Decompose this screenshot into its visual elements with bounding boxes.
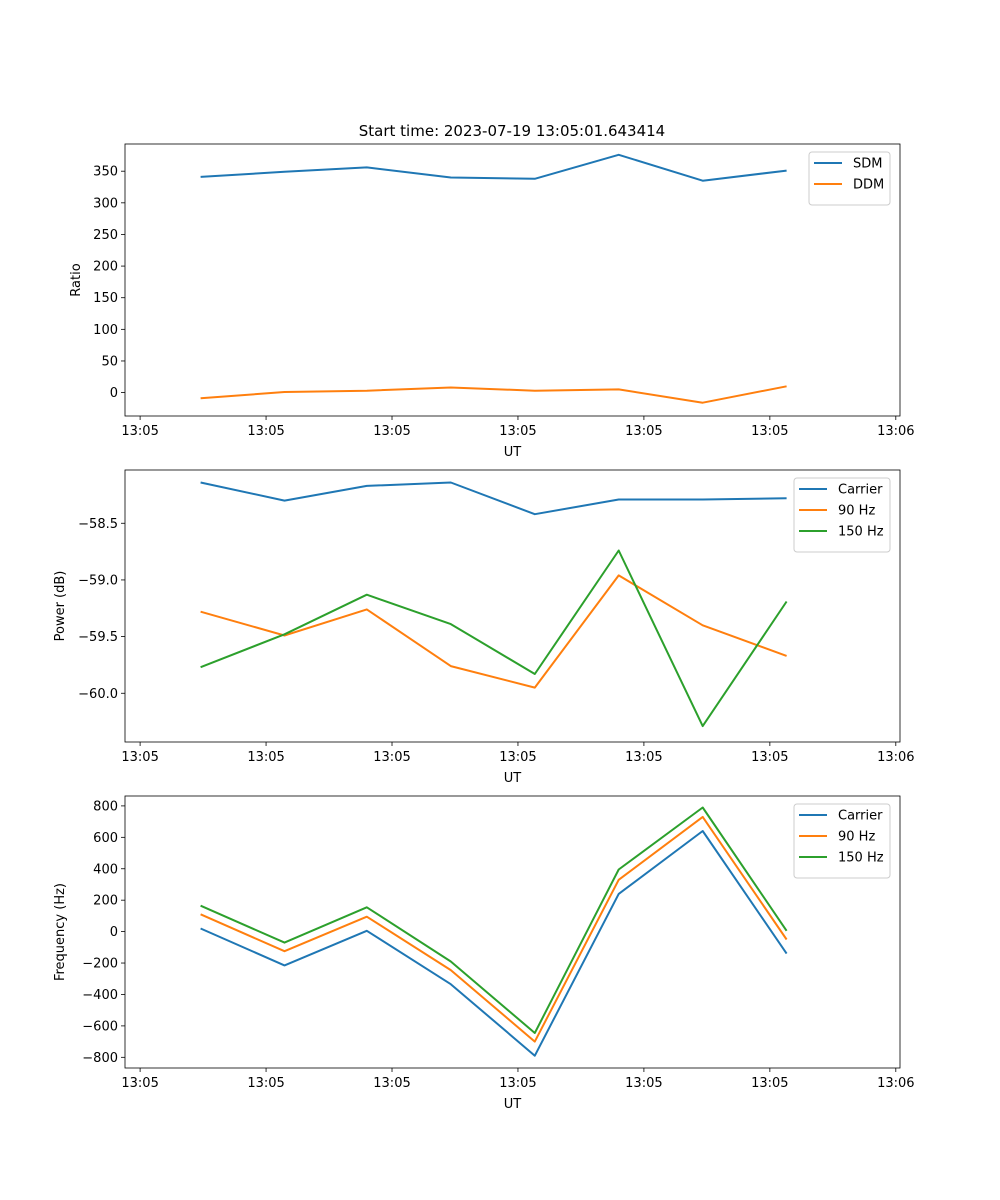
x-tick-label: 13:05 [751, 424, 788, 439]
x-tick-label: 13:06 [877, 750, 914, 765]
plot-area [125, 470, 900, 742]
y-axis-label: Power (dB) [53, 571, 68, 642]
x-tick-label: 13:05 [625, 1076, 662, 1091]
x-tick-label: 13:05 [499, 1076, 536, 1091]
x-tick-label: 13:05 [373, 1076, 410, 1091]
series-line-carrier [200, 830, 788, 1057]
x-tick-label: 13:05 [625, 750, 662, 765]
legend-label: DDM [853, 178, 884, 193]
axes-frame [124, 469, 901, 743]
series-line-90-hz [200, 815, 788, 1043]
x-tick-label: 13:06 [877, 424, 914, 439]
x-tick-label: 13:05 [373, 424, 410, 439]
plot-area [125, 144, 900, 416]
chart-panel-2: 13:05 13:05 13:05 13:05 13:05 13:05 13:06 −60.0… [53, 469, 915, 786]
x-tick-label: 13:05 [751, 1076, 788, 1091]
series-line-90-hz [200, 574, 787, 689]
series-line-carrier [200, 481, 787, 516]
y-tick-label: 150 [93, 291, 118, 306]
x-tick-label: 13:05 [625, 424, 662, 439]
y-tick-label: 800 [93, 799, 118, 814]
x-axis-label: UT [504, 1097, 522, 1112]
y-tick-label: 50 [101, 354, 118, 369]
y-tick-label: −60.0 [78, 687, 118, 702]
x-tick-label: 13:05 [499, 424, 536, 439]
y-tick-label: 350 [93, 165, 118, 180]
legend-label: 150 Hz [838, 851, 884, 866]
y-tick-label: −59.5 [78, 630, 118, 645]
y-tick-label: −59.0 [78, 573, 118, 588]
y-tick-label: 400 [93, 862, 118, 877]
x-tick-label: 13:06 [877, 1076, 914, 1091]
x-tick-label: 13:05 [247, 750, 284, 765]
legend-label: 90 Hz [838, 504, 875, 519]
x-tick-label: 13:05 [373, 750, 410, 765]
x-tick-label: 13:05 [121, 750, 158, 765]
y-tick-label: 0 [110, 386, 118, 401]
legend-label: 90 Hz [838, 830, 875, 845]
legend: Carrier 90 Hz 150 Hz [793, 803, 891, 879]
x-tick-label: 13:05 [751, 750, 788, 765]
y-tick-label: 300 [93, 196, 118, 211]
legend-box [793, 803, 891, 879]
y-tick-label: −800 [82, 1051, 118, 1066]
x-tick-label: 13:05 [499, 750, 536, 765]
y-axis-label: Ratio [69, 263, 84, 296]
axes-frame [124, 795, 901, 1069]
x-axis-label: UT [504, 445, 522, 460]
y-tick-label: 100 [93, 323, 118, 338]
y-tick-label: 200 [93, 894, 118, 909]
y-tick-label: 600 [93, 831, 118, 846]
series-line-150-hz [200, 549, 788, 728]
y-tick-label: 0 [110, 925, 118, 940]
legend-box [808, 151, 891, 206]
series-line-ddm [200, 385, 787, 404]
legend-label: SDM [853, 157, 882, 172]
series-line-150-hz [200, 806, 788, 1034]
x-tick-label: 13:05 [121, 1076, 158, 1091]
figure-title: Start time: 2023-07-19 13:05:01.643414 [359, 122, 665, 140]
y-axis-label: Frequency (Hz) [53, 883, 68, 981]
y-tick-label: −58.5 [78, 517, 118, 532]
chart-panel-3: 13:05 13:05 13:05 13:05 13:05 13:05 13:06 −800 −… [53, 795, 915, 1112]
y-tick-label: −400 [82, 988, 118, 1003]
legend-box [793, 477, 891, 553]
legend-label: Carrier [838, 809, 883, 824]
x-axis-label: UT [504, 771, 522, 786]
series-line-sdm [200, 153, 787, 182]
y-tick-label: 250 [93, 228, 118, 243]
legend: Carrier 90 Hz 150 Hz [793, 477, 891, 553]
axes-frame [124, 143, 901, 417]
legend-label: 150 Hz [838, 525, 884, 540]
y-tick-label: 200 [93, 260, 118, 275]
x-tick-label: 13:05 [247, 424, 284, 439]
y-tick-label: −200 [82, 957, 118, 972]
legend-label: Carrier [838, 483, 883, 498]
legend: SDM DDM [808, 151, 891, 206]
x-tick-label: 13:05 [247, 1076, 284, 1091]
x-tick-label: 13:05 [121, 424, 158, 439]
y-tick-label: −600 [82, 1019, 118, 1034]
chart-panel-1: 13:05 13:05 13:05 13:05 13:05 13:05 13:06 0 50 10… [69, 143, 915, 460]
